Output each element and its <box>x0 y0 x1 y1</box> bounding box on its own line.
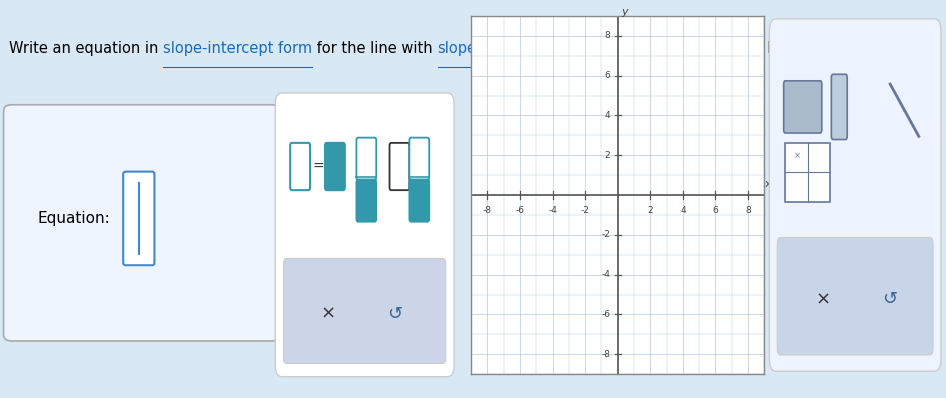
Text: -8: -8 <box>482 206 492 215</box>
FancyBboxPatch shape <box>275 93 454 377</box>
FancyBboxPatch shape <box>783 81 822 133</box>
FancyBboxPatch shape <box>123 172 154 265</box>
Text: ↺: ↺ <box>387 304 402 323</box>
Text: -6: -6 <box>516 206 524 215</box>
Text: 8: 8 <box>604 31 610 40</box>
Text: 4: 4 <box>680 206 686 215</box>
Text: Equation:: Equation: <box>38 211 110 226</box>
Text: =: = <box>312 160 324 174</box>
Text: -4: -4 <box>548 206 557 215</box>
Text: −6. Then graph the line.: −6. Then graph the line. <box>614 41 798 56</box>
Text: x: x <box>764 179 771 189</box>
FancyBboxPatch shape <box>390 143 410 190</box>
FancyBboxPatch shape <box>832 74 848 140</box>
FancyBboxPatch shape <box>410 179 429 222</box>
Text: 6: 6 <box>712 206 718 215</box>
Text: -2: -2 <box>581 206 589 215</box>
Text: y: y <box>622 7 628 17</box>
FancyBboxPatch shape <box>4 105 279 341</box>
Text: ×: × <box>815 291 831 308</box>
Text: and: and <box>498 41 534 56</box>
Text: 6: 6 <box>604 71 610 80</box>
Text: Write an equation in: Write an equation in <box>9 41 164 56</box>
Text: slope: slope <box>438 41 477 56</box>
Text: 1: 1 <box>481 22 488 35</box>
FancyBboxPatch shape <box>357 138 377 179</box>
Text: -8: -8 <box>602 350 610 359</box>
FancyBboxPatch shape <box>290 143 310 190</box>
Text: y-intercept: y-intercept <box>534 41 614 56</box>
FancyBboxPatch shape <box>325 143 344 190</box>
Text: 5: 5 <box>481 61 488 74</box>
Text: -2: -2 <box>602 230 610 239</box>
Text: 4: 4 <box>604 111 610 120</box>
Text: ×: × <box>794 151 800 160</box>
FancyBboxPatch shape <box>284 258 446 363</box>
FancyBboxPatch shape <box>769 19 941 371</box>
Text: for the line with: for the line with <box>312 41 438 56</box>
Text: 2: 2 <box>604 151 610 160</box>
Text: -4: -4 <box>602 270 610 279</box>
Text: 2: 2 <box>647 206 653 215</box>
Text: ↺: ↺ <box>883 291 898 308</box>
FancyBboxPatch shape <box>357 179 377 222</box>
Text: -6: -6 <box>602 310 610 319</box>
Text: ×: × <box>321 304 336 323</box>
FancyBboxPatch shape <box>778 238 933 355</box>
Text: 8: 8 <box>745 206 751 215</box>
FancyBboxPatch shape <box>410 138 429 179</box>
Text: slope-intercept form: slope-intercept form <box>164 41 312 56</box>
FancyBboxPatch shape <box>785 143 830 201</box>
